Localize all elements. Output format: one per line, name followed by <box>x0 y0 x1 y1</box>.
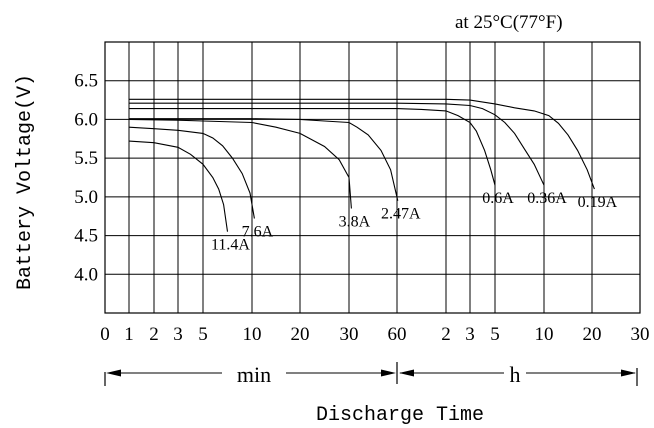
chart-title: at 25°C(77°F) <box>455 12 563 33</box>
series-label: 7.6A <box>242 224 274 241</box>
x-tick-label: 10 <box>535 324 554 345</box>
y-tick-label: 6.0 <box>74 109 98 130</box>
chart-grid <box>104 41 641 314</box>
min-unit-label: min <box>237 362 271 387</box>
x-tick-label: 30 <box>631 324 650 345</box>
plot-frame <box>104 41 641 314</box>
series-line-0.6A <box>129 108 496 186</box>
x-axis-label: Discharge Time <box>316 404 484 427</box>
x-tick-label: 3 <box>465 324 475 345</box>
series-label: 3.8A <box>339 213 371 230</box>
y-tick-label: 6.5 <box>74 71 98 92</box>
x-tick-label: 5 <box>198 324 208 345</box>
series-label: 0.19A <box>578 194 618 211</box>
x-tick-label: 20 <box>583 324 602 345</box>
series-label: 0.36A <box>527 190 567 207</box>
series-line-0.36A <box>129 102 545 186</box>
y-axis-label: Battery Voltage(V) <box>14 74 37 290</box>
min-range-arrow <box>104 362 398 386</box>
series-line-2.47A <box>129 118 399 201</box>
series-line-11.4A <box>128 140 229 232</box>
h-range-arrow <box>399 368 638 386</box>
series-line-0.19A <box>129 98 595 190</box>
x-tick-label: 5 <box>490 324 500 345</box>
y-tick-label: 5.5 <box>74 148 98 169</box>
series-label: 11.4A <box>211 237 250 254</box>
y-tick-label: 5.0 <box>74 187 98 208</box>
series-line-7.6A <box>128 126 255 219</box>
x-tick-label: 1 <box>124 324 134 345</box>
chart-labels: 0 1 2 3 5 10 20 30 60 2 3 5 10 20 306.56.05.55.04.54.0… <box>74 71 649 345</box>
series-label: 0.6A <box>482 190 514 207</box>
x-tick-label: 3 <box>173 324 183 345</box>
series-line-3.8A <box>128 118 352 209</box>
x-tick-label: 0 <box>100 324 110 345</box>
x-tick-label: 2 <box>149 324 159 345</box>
x-tick-label: 30 <box>340 324 359 345</box>
chart-curves <box>128 98 595 232</box>
x-tick-label: 2 <box>441 324 451 345</box>
x-tick-label: 10 <box>243 324 262 345</box>
y-tick-label: 4.5 <box>74 226 98 247</box>
x-tick-label: 20 <box>291 324 310 345</box>
h-unit-label: h <box>510 362 521 387</box>
series-label: 2.47A <box>381 206 421 223</box>
y-tick-label: 4.0 <box>74 264 98 285</box>
x-tick-label: 60 <box>388 324 407 345</box>
